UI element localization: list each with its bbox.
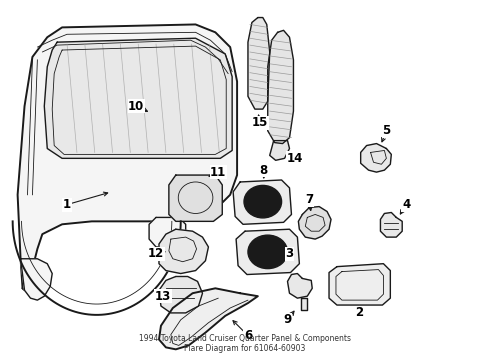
Text: 9: 9 xyxy=(283,313,292,326)
Text: 11: 11 xyxy=(210,166,226,179)
Polygon shape xyxy=(169,175,222,221)
Text: 13: 13 xyxy=(155,290,171,303)
Polygon shape xyxy=(159,288,258,349)
Text: 3: 3 xyxy=(286,247,294,260)
Ellipse shape xyxy=(244,185,282,218)
Polygon shape xyxy=(288,274,312,298)
Text: 2: 2 xyxy=(355,306,363,319)
Polygon shape xyxy=(236,229,299,275)
Polygon shape xyxy=(149,217,186,247)
Polygon shape xyxy=(329,264,391,305)
Text: 8: 8 xyxy=(260,164,268,177)
Polygon shape xyxy=(233,180,292,224)
Text: 1994 Toyota Land Cruiser Quarter Panel & Components
Flare Diagram for 61064-6090: 1994 Toyota Land Cruiser Quarter Panel &… xyxy=(139,334,351,353)
Text: 12: 12 xyxy=(148,247,164,260)
Polygon shape xyxy=(159,229,208,274)
Polygon shape xyxy=(270,141,290,160)
Text: 14: 14 xyxy=(286,152,303,165)
Polygon shape xyxy=(268,30,294,144)
Polygon shape xyxy=(21,259,52,300)
Polygon shape xyxy=(380,212,402,237)
Polygon shape xyxy=(44,38,232,158)
Text: 6: 6 xyxy=(244,329,252,342)
Polygon shape xyxy=(301,298,307,310)
Text: 7: 7 xyxy=(305,193,313,206)
Text: 1: 1 xyxy=(63,198,71,211)
Polygon shape xyxy=(298,207,331,239)
Polygon shape xyxy=(18,24,237,290)
Polygon shape xyxy=(159,276,202,313)
Polygon shape xyxy=(248,18,270,109)
Ellipse shape xyxy=(248,235,288,269)
Text: 5: 5 xyxy=(382,124,391,137)
Text: 10: 10 xyxy=(128,100,145,113)
Text: 4: 4 xyxy=(402,198,410,211)
Text: 15: 15 xyxy=(252,116,268,129)
Polygon shape xyxy=(361,144,392,172)
